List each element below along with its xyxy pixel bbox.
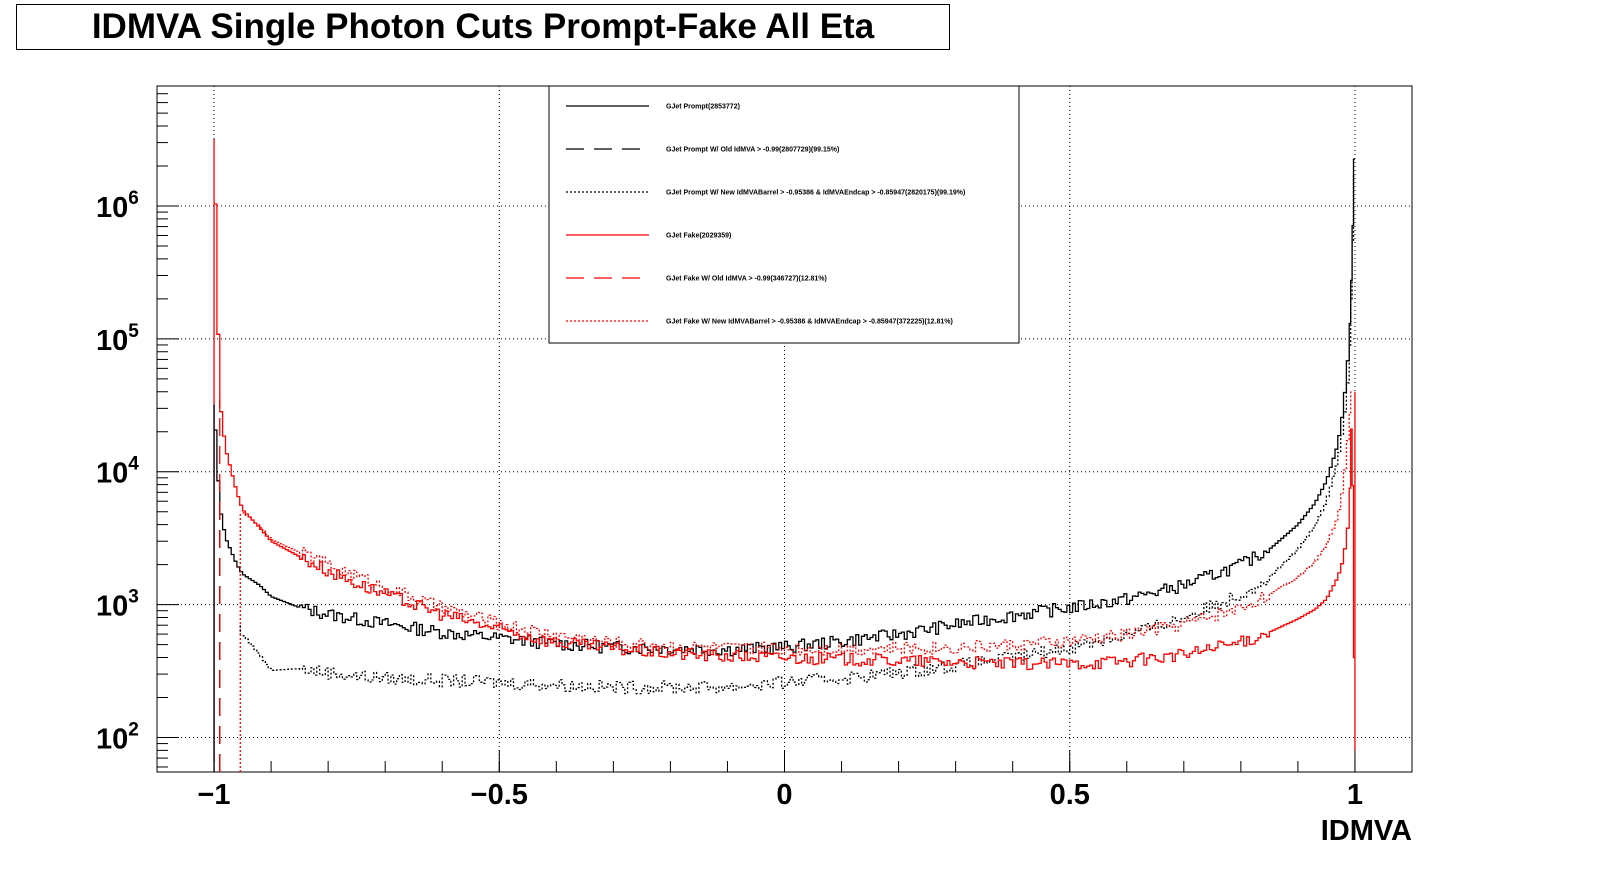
series-line — [242, 175, 1355, 695]
y-tick-label: 106 — [96, 188, 139, 224]
plot-title: IDMVA Single Photon Cuts Prompt-Fake All… — [91, 7, 875, 46]
y-tick-label: 105 — [96, 321, 139, 357]
x-tick-label: 1 — [1347, 779, 1363, 811]
y-tick-label: 102 — [96, 720, 139, 756]
series-line — [214, 158, 1355, 657]
legend-label: GJet Fake(2029359) — [666, 233, 731, 240]
legend-label: GJet Prompt(2853772) — [666, 104, 740, 111]
legend-label: GJet Prompt W/ New IdMVABarrel > -0.9538… — [666, 190, 965, 197]
x-tick-label: 0.5 — [1050, 779, 1090, 811]
x-tick-label: −0.5 — [471, 779, 528, 811]
series-line — [242, 390, 1353, 656]
series-line — [214, 203, 1355, 671]
x-tick-label: 0 — [776, 779, 792, 811]
title-box: IDMVA Single Photon Cuts Prompt-Fake All… — [16, 4, 950, 50]
legend-label: GJet Fake W/ Old IdMVA > -0.99(346727)(1… — [666, 276, 827, 283]
y-tick-label: 104 — [96, 454, 139, 490]
y-tick-label: 103 — [96, 587, 139, 623]
legend-label: GJet Prompt W/ Old IdMVA > -0.99(2807729… — [666, 147, 839, 154]
legend-label: GJet Fake W/ New IdMVABarrel > -0.95386 … — [666, 319, 953, 326]
x-tick-label: −1 — [198, 779, 231, 811]
x-axis-title: IDMVA — [1321, 815, 1412, 847]
legend-box — [548, 85, 1020, 344]
